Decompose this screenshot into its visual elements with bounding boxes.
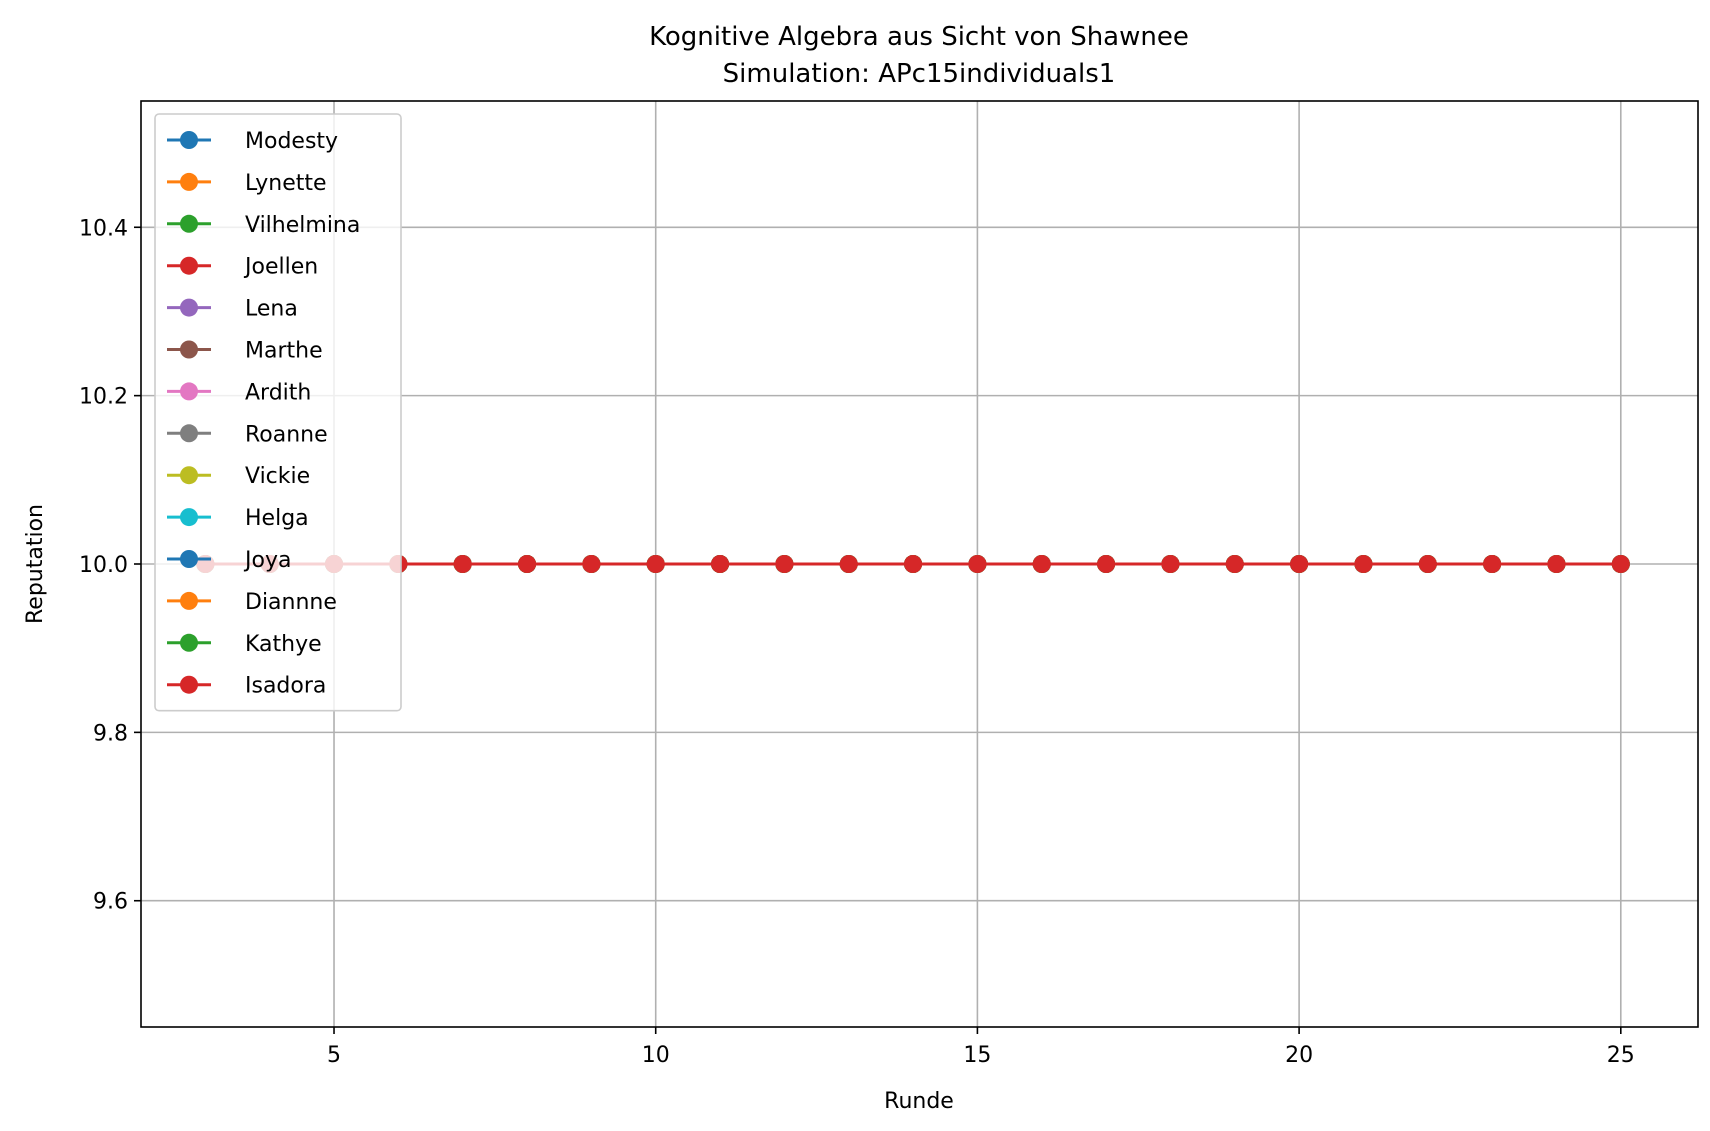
legend-label: Lena (245, 297, 298, 322)
data-point (1483, 555, 1502, 573)
legend-marker (180, 424, 198, 443)
data-point (904, 555, 923, 573)
legend-marker (180, 298, 198, 317)
legend-label: Lynette (245, 171, 327, 196)
data-point (711, 555, 730, 573)
y-tick-label: 9.6 (93, 890, 128, 915)
x-tick-label: 5 (327, 1043, 341, 1068)
legend-entry: Lynette (167, 171, 327, 196)
chart-title: Kognitive Algebra aus Sicht von Shawnee (649, 22, 1189, 52)
y-tick-label: 10.0 (79, 553, 128, 578)
legend-label: Isadora (245, 674, 326, 699)
legend-entry: Diannne (167, 590, 337, 615)
data-point (1097, 555, 1116, 573)
legend-label: Joya (243, 548, 291, 573)
legend-marker (180, 172, 198, 191)
x-tick-label: 15 (963, 1043, 991, 1068)
legend-marker (180, 340, 198, 359)
legend-label: Diannne (245, 590, 337, 615)
legend-label: Joellen (243, 255, 318, 280)
legend-marker (180, 382, 198, 401)
legend-label: Marthe (245, 339, 323, 364)
legend-label: Kathye (245, 632, 322, 657)
legend-entry: Helga (167, 506, 309, 531)
legend: Modesty Lynette Vilhelmina Joellen Lena Marth… (154, 113, 402, 712)
x-tick-label: 10 (642, 1043, 670, 1068)
legend-entry: Modesty (167, 129, 338, 154)
legend-marker (180, 466, 198, 485)
legend-marker (180, 633, 198, 652)
chart-subtitle: Simulation: APc15individuals1 (723, 59, 1116, 89)
x-tick-label: 25 (1607, 1043, 1635, 1068)
data-point (582, 555, 601, 573)
data-point (1290, 555, 1309, 573)
data-point (518, 555, 537, 573)
legend-entry: Roanne (167, 422, 328, 447)
legend-marker (180, 508, 198, 527)
legend-entry: Vickie (167, 464, 310, 489)
legend-label: Ardith (245, 380, 311, 405)
legend-entry: Isadora (167, 674, 326, 699)
data-point (775, 555, 794, 573)
y-tick-label: 10.4 (79, 216, 128, 241)
y-tick-label: 9.8 (93, 721, 128, 746)
data-point (1032, 555, 1051, 573)
legend-label: Vilhelmina (245, 213, 360, 238)
legend-label: Modesty (245, 129, 338, 154)
legend-label: Helga (245, 506, 309, 531)
legend-entry: Vilhelmina (167, 213, 360, 238)
legend-box (154, 113, 402, 712)
data-point (968, 555, 987, 573)
axis-ticks: 5 10 15 20 25 9.6 9.8 10.0 10.2 10.4 (79, 216, 1635, 1068)
x-tick-label: 20 (1285, 1043, 1313, 1068)
legend-label: Roanne (245, 422, 328, 447)
y-tick-label: 10.2 (79, 385, 128, 410)
data-point (453, 555, 472, 573)
legend-entry: Kathye (167, 632, 322, 657)
data-point (1225, 555, 1244, 573)
data-point (1547, 555, 1566, 573)
legend-entry: Joellen (167, 255, 318, 280)
data-point (1161, 555, 1180, 573)
y-axis-label: Reputation (23, 504, 48, 624)
legend-marker (180, 591, 198, 610)
legend-entry: Ardith (167, 380, 311, 405)
data-point (1354, 555, 1373, 573)
legend-label: Vickie (245, 464, 310, 489)
legend-marker (180, 256, 198, 275)
legend-marker (180, 131, 198, 149)
x-axis-label: Runde (884, 1089, 954, 1114)
data-point (646, 555, 665, 573)
data-point (1418, 555, 1437, 573)
legend-marker (180, 550, 198, 568)
legend-entry: Lena (167, 297, 298, 322)
data-point (839, 555, 858, 573)
legend-entry: Marthe (167, 339, 323, 364)
legend-marker (180, 675, 198, 694)
legend-marker (180, 214, 198, 233)
legend-entry: Joya (167, 548, 291, 573)
data-point (1611, 555, 1630, 573)
